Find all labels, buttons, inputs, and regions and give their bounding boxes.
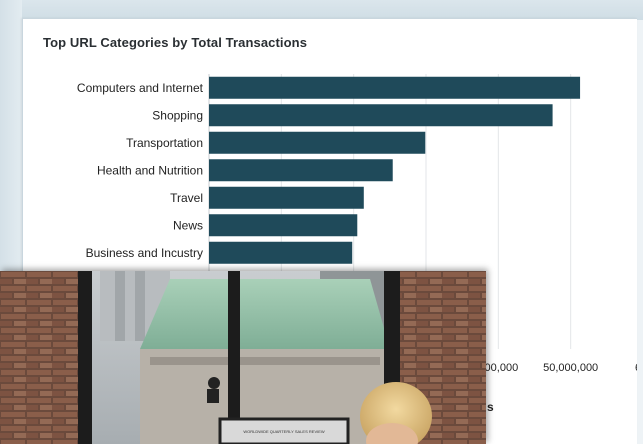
chart-title: Top URL Categories by Total Transactions — [43, 35, 308, 50]
category-label: Computers and Internet — [77, 81, 204, 95]
bar[interactable] — [209, 159, 393, 182]
category-label: News — [173, 218, 203, 232]
category-label: Shopping — [152, 108, 203, 122]
bar[interactable] — [209, 131, 426, 154]
window-chrome-top — [0, 0, 643, 20]
x-axis-title: s — [487, 400, 494, 414]
category-label: Health and Nutrition — [97, 163, 203, 177]
bar[interactable] — [209, 214, 358, 237]
office-photo-image: WORLDWIDE QUARTERLY SALES REVIEW — [0, 271, 486, 444]
bar[interactable] — [209, 241, 353, 264]
tick-label: 6 — [635, 362, 637, 374]
monitor-text: WORLDWIDE QUARTERLY SALES REVIEW — [243, 429, 325, 434]
tick-label: 50,000,000 — [543, 362, 598, 374]
tick-label: 000,000 — [478, 362, 518, 374]
bar[interactable] — [209, 104, 553, 127]
category-label: Transportation — [126, 136, 203, 150]
bar[interactable] — [209, 76, 581, 99]
category-label: Travel — [170, 191, 203, 205]
category-labels: Computers and Internet Shopping Transporta… — [77, 81, 204, 260]
category-label: Business and Incustry — [86, 246, 203, 260]
bar-chart: Computers and Internet Shopping Transporta… — [77, 74, 637, 414]
bar[interactable] — [209, 186, 364, 209]
tick-labels: 000,000 50,000,000 6 — [478, 362, 637, 374]
chart-bars — [209, 76, 581, 264]
